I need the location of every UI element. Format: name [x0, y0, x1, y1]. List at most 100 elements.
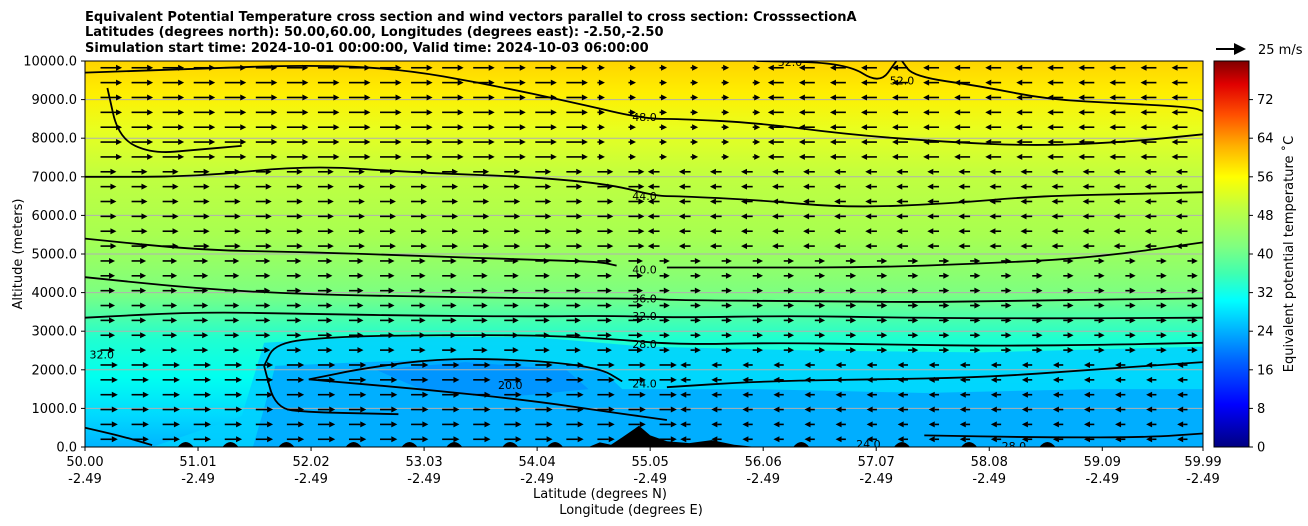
wind-vector-head: [954, 64, 961, 71]
wind-vector-head: [142, 436, 149, 443]
wind-vector-head: [1098, 347, 1105, 354]
wind-vector-head: [450, 272, 457, 279]
wind-vector-head: [391, 406, 398, 413]
wind-vector-head: [295, 302, 302, 309]
wind-vector-head: [742, 361, 749, 368]
wind-vector-head: [484, 406, 491, 413]
wind-vector-head: [452, 213, 459, 220]
wind-vector-head: [1129, 332, 1136, 339]
wind-vector-head: [927, 168, 934, 175]
wind-vector-head: [391, 391, 398, 398]
wind-vector-head: [420, 198, 427, 205]
contour-line-24: [308, 358, 623, 383]
x-tick-label-lat: 51.01: [179, 455, 216, 470]
wind-vector-head: [598, 139, 605, 146]
wind-vector-head: [327, 198, 334, 205]
wind-vector-head: [1021, 406, 1028, 413]
wind-vector-head: [954, 153, 961, 160]
wind-vector-head: [426, 153, 433, 160]
wind-vector-head: [581, 153, 588, 160]
wind-vector-head: [923, 153, 930, 160]
plot-area: 48.0 44.0 40.0 36.0 32.0 28.0 24.0 20.0 52.0 52.0…: [85, 61, 1203, 447]
wind-vector-head: [576, 168, 583, 175]
wind-vector-head: [804, 421, 811, 428]
wind-vector-head: [1146, 421, 1153, 428]
wind-vector-head: [419, 287, 426, 294]
wind-vector-head: [927, 243, 934, 250]
wind-vector-head: [295, 317, 302, 324]
wind-vector-head: [943, 347, 950, 354]
wind-vector-head: [1067, 287, 1074, 294]
wind-vector-head: [450, 257, 457, 264]
wind-vector-head: [638, 243, 645, 250]
wind-vector-head: [647, 198, 654, 205]
wind-vector-head: [740, 243, 747, 250]
title-line-3: Simulation start time: 2024-10-01 00:00:…: [85, 41, 649, 56]
wind-vector-head: [453, 376, 460, 383]
wind-vector-head: [866, 361, 873, 368]
wind-vector-head: [543, 317, 550, 324]
wind-vector-head: [709, 213, 716, 220]
wind-vector-head: [1098, 257, 1105, 264]
wind-vector-head: [954, 109, 961, 116]
wind-vector-head: [271, 124, 278, 131]
wind-vector-head: [892, 94, 899, 101]
x-tick-label-lat: 50.00: [66, 455, 103, 470]
wind-vector-head: [203, 198, 210, 205]
terrain: [177, 425, 1056, 447]
wind-vector-head: [756, 347, 763, 354]
wind-vector-head: [663, 287, 670, 294]
wind-vector-head: [663, 272, 670, 279]
wind-vector-head: [391, 376, 398, 383]
wind-vector-head: [110, 243, 117, 250]
wind-vector-head: [483, 183, 490, 190]
wind-vector-head: [767, 64, 774, 71]
y-tick-label: 2000.0: [32, 363, 78, 378]
wind-vector-head: [756, 257, 763, 264]
wind-vector-head: [203, 228, 210, 235]
wind-vector-head: [364, 94, 371, 101]
y-tick-label: 7000.0: [32, 170, 78, 185]
wind-vector-head: [928, 391, 935, 398]
wind-vector-head: [605, 302, 612, 309]
wind-vector-head: [694, 287, 701, 294]
wind-vector-head: [546, 421, 553, 428]
wind-vector-head: [515, 361, 522, 368]
contour-label: 48.0: [632, 111, 657, 124]
wind-vector-head: [171, 257, 178, 264]
wind-vector-head: [1191, 317, 1198, 324]
colorbar-tick-label: 16: [1257, 363, 1274, 378]
wind-vector-head: [661, 153, 668, 160]
wind-vector-head: [173, 376, 180, 383]
wind-vector-head: [1140, 124, 1147, 131]
wind-vector-head: [389, 243, 396, 250]
wind-vector-head: [1020, 228, 1027, 235]
wind-vector-head: [457, 124, 464, 131]
wind-vector-head: [422, 361, 429, 368]
wind-vector-head: [484, 436, 491, 443]
wind-vector-head: [661, 109, 668, 116]
wind-vector-head: [178, 94, 185, 101]
wind-vector-head: [861, 139, 868, 146]
wind-vector-head: [923, 79, 930, 86]
wind-vector-head: [742, 376, 749, 383]
wind-vector-head: [357, 287, 364, 294]
wind-vector-head: [678, 183, 685, 190]
wind-vector-head: [803, 168, 810, 175]
wind-vector-head: [985, 124, 992, 131]
wind-vector-head: [881, 332, 888, 339]
wind-vector-head: [395, 124, 402, 131]
wind-vector-head: [773, 421, 780, 428]
wind-vector-head: [1051, 183, 1058, 190]
wind-vector-head: [173, 436, 180, 443]
wind-vector-head: [360, 436, 367, 443]
wind-vector-head: [512, 287, 519, 294]
wind-vector-head: [236, 436, 243, 443]
wind-vector-head: [233, 272, 240, 279]
wind-vector-head: [264, 332, 271, 339]
x-axis: 50.00 -2.49 51.01 -2.49 52.02 -2.49 53.03 -2.49…: [66, 447, 1222, 487]
terrain-bump: [446, 442, 463, 447]
wind-vector-head: [865, 198, 872, 205]
wind-vector-head: [514, 213, 521, 220]
wind-vector-head: [861, 64, 868, 71]
